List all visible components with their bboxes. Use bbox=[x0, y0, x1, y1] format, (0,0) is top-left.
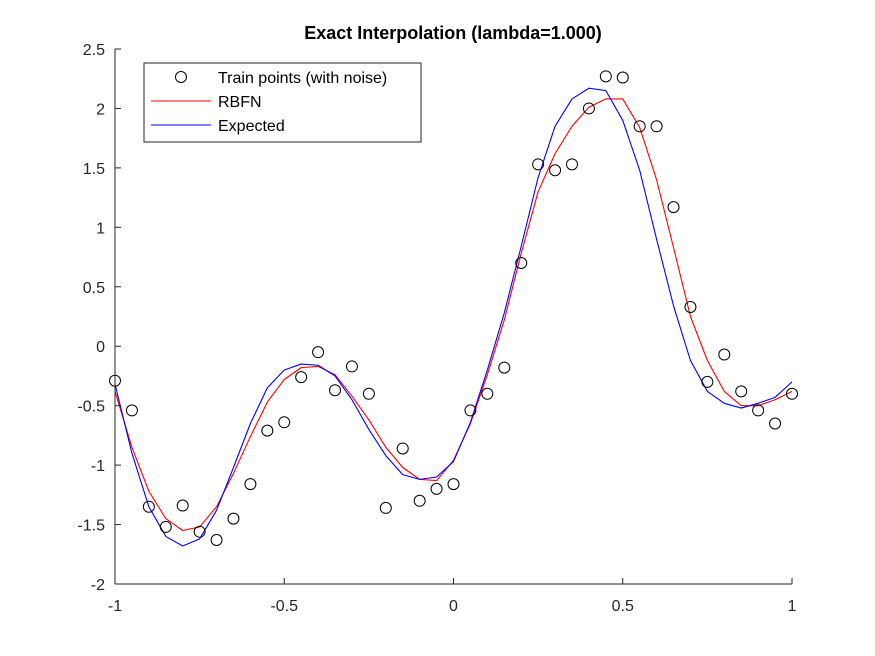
train-point bbox=[599, 70, 612, 83]
train-point bbox=[244, 478, 257, 491]
x-tick-label: -0.5 bbox=[270, 598, 298, 615]
legend-entry-label: Train points (with noise) bbox=[218, 70, 387, 87]
y-tick-label: 1.5 bbox=[83, 161, 105, 178]
plot-area bbox=[109, 70, 798, 547]
train-point bbox=[515, 257, 528, 269]
chart-title: Exact Interpolation (lambda=1.000) bbox=[304, 23, 602, 43]
train-point bbox=[396, 442, 409, 455]
train-point bbox=[633, 120, 646, 133]
train-point bbox=[667, 201, 680, 214]
train-point bbox=[227, 512, 240, 525]
train-point bbox=[362, 387, 375, 400]
train-point bbox=[752, 404, 765, 417]
legend-box bbox=[143, 62, 422, 143]
x-tick-label: 0.5 bbox=[612, 598, 634, 615]
legend-entry-label: RBFN bbox=[218, 94, 262, 111]
x-tick-label: 1 bbox=[788, 598, 797, 615]
train-point bbox=[329, 384, 342, 397]
y-tick-label: -1.5 bbox=[77, 518, 105, 535]
train-point bbox=[582, 102, 595, 115]
train-point bbox=[413, 494, 426, 507]
train-point bbox=[278, 416, 291, 429]
x-tick-label: -1 bbox=[108, 598, 122, 615]
train-point bbox=[532, 158, 545, 171]
train-point bbox=[464, 404, 477, 417]
legend-entry-label: Expected bbox=[218, 118, 285, 135]
train-point bbox=[379, 501, 392, 514]
train-point bbox=[565, 158, 578, 171]
y-tick-label: 2.5 bbox=[83, 42, 105, 59]
axes: -1 -0.5 0 0.5 1 -2 -1.5 -1 -0.5 0 0.5 1 1.5 2 2.5 bbox=[77, 42, 796, 615]
train-point bbox=[142, 500, 155, 513]
y-tick-label: 1 bbox=[96, 220, 105, 237]
train-point bbox=[498, 361, 511, 374]
series-line-expected bbox=[114, 87, 793, 547]
y-tick-label: 0 bbox=[96, 339, 105, 356]
train-point bbox=[261, 424, 274, 437]
y-tick-label: -0.5 bbox=[77, 399, 105, 416]
train-point bbox=[345, 360, 358, 373]
train-point bbox=[701, 375, 714, 388]
train-point bbox=[718, 348, 731, 361]
train-point bbox=[786, 387, 798, 400]
train-point bbox=[549, 164, 562, 177]
y-tick-label: -2 bbox=[91, 577, 105, 594]
x-tick-label: 0 bbox=[449, 598, 458, 615]
legend: Train points (with noise) RBFN Expected bbox=[143, 62, 422, 143]
y-tick-label: 2 bbox=[96, 101, 105, 118]
train-point bbox=[295, 371, 308, 384]
train-point bbox=[735, 385, 748, 398]
train-point bbox=[125, 404, 138, 417]
train-point bbox=[481, 387, 494, 400]
train-point bbox=[210, 534, 223, 547]
y-tick-label: -1 bbox=[91, 458, 105, 475]
train-point bbox=[430, 482, 443, 495]
train-point bbox=[159, 520, 172, 533]
train-point bbox=[650, 120, 663, 133]
y-tick-label: 0.5 bbox=[83, 280, 105, 297]
train-point bbox=[176, 499, 189, 512]
train-point bbox=[447, 478, 460, 491]
train-point bbox=[193, 525, 206, 538]
legend-marker-circle-icon bbox=[175, 71, 187, 83]
train-point bbox=[684, 300, 697, 313]
train-point bbox=[312, 346, 325, 359]
train-point bbox=[616, 71, 629, 84]
train-point bbox=[769, 417, 782, 430]
